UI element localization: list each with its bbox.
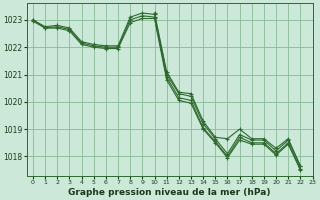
- X-axis label: Graphe pression niveau de la mer (hPa): Graphe pression niveau de la mer (hPa): [68, 188, 271, 197]
